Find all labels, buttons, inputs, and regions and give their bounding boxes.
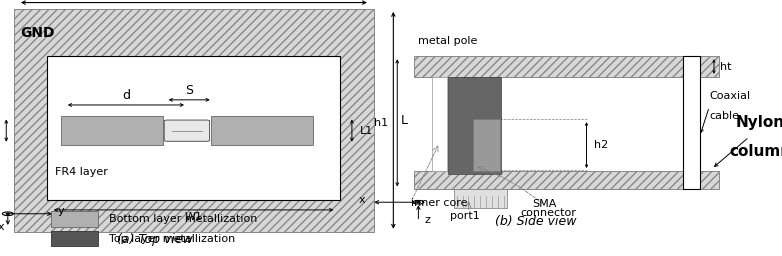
Text: metal pole: metal pole	[418, 36, 478, 46]
Text: SMA: SMA	[533, 199, 557, 209]
Text: y: y	[58, 206, 64, 217]
Bar	[414, 77, 719, 171]
Bar	[478, 77, 489, 171]
Bar	[47, 56, 340, 200]
Text: GND: GND	[20, 26, 55, 40]
Circle shape	[417, 202, 420, 203]
Text: Bottom layer metallization: Bottom layer metallization	[109, 214, 258, 224]
Bar	[61, 116, 163, 145]
Bar	[448, 77, 501, 174]
Text: FR4 layer: FR4 layer	[55, 167, 108, 177]
Bar	[473, 119, 500, 171]
Bar	[432, 77, 447, 171]
Text: x: x	[0, 221, 4, 232]
Bar	[414, 56, 719, 77]
Bar	[490, 77, 500, 171]
Text: (a) Top view: (a) Top view	[117, 233, 193, 246]
Bar	[454, 189, 507, 208]
Circle shape	[6, 213, 9, 214]
FancyBboxPatch shape	[164, 120, 210, 141]
Text: port1: port1	[450, 210, 479, 221]
Bar	[14, 9, 374, 232]
Text: d: d	[122, 89, 130, 102]
Text: cable: cable	[709, 111, 739, 121]
Bar	[683, 56, 700, 189]
Text: Coaxial: Coaxial	[709, 91, 751, 101]
Text: x: x	[359, 195, 365, 205]
Bar	[211, 116, 313, 145]
Bar	[51, 211, 98, 227]
Bar	[414, 171, 719, 189]
Text: Top layer metallization: Top layer metallization	[109, 233, 235, 244]
Text: connector: connector	[521, 208, 576, 218]
Text: W1: W1	[185, 212, 203, 222]
Bar	[51, 231, 98, 246]
Circle shape	[413, 200, 424, 204]
Bar	[448, 77, 459, 171]
Text: (b) Side view: (b) Side view	[495, 215, 576, 228]
Text: ht: ht	[720, 61, 732, 72]
Text: column: column	[729, 144, 782, 158]
Text: Nylon: Nylon	[736, 115, 782, 130]
Text: h1: h1	[374, 118, 388, 128]
Text: L: L	[401, 114, 408, 127]
Text: L1: L1	[360, 125, 373, 136]
Text: z: z	[425, 215, 431, 225]
Circle shape	[2, 212, 13, 216]
Text: S: S	[185, 84, 193, 97]
Text: inner core: inner core	[411, 198, 467, 208]
Text: h2: h2	[594, 140, 608, 150]
Bar	[461, 77, 476, 171]
